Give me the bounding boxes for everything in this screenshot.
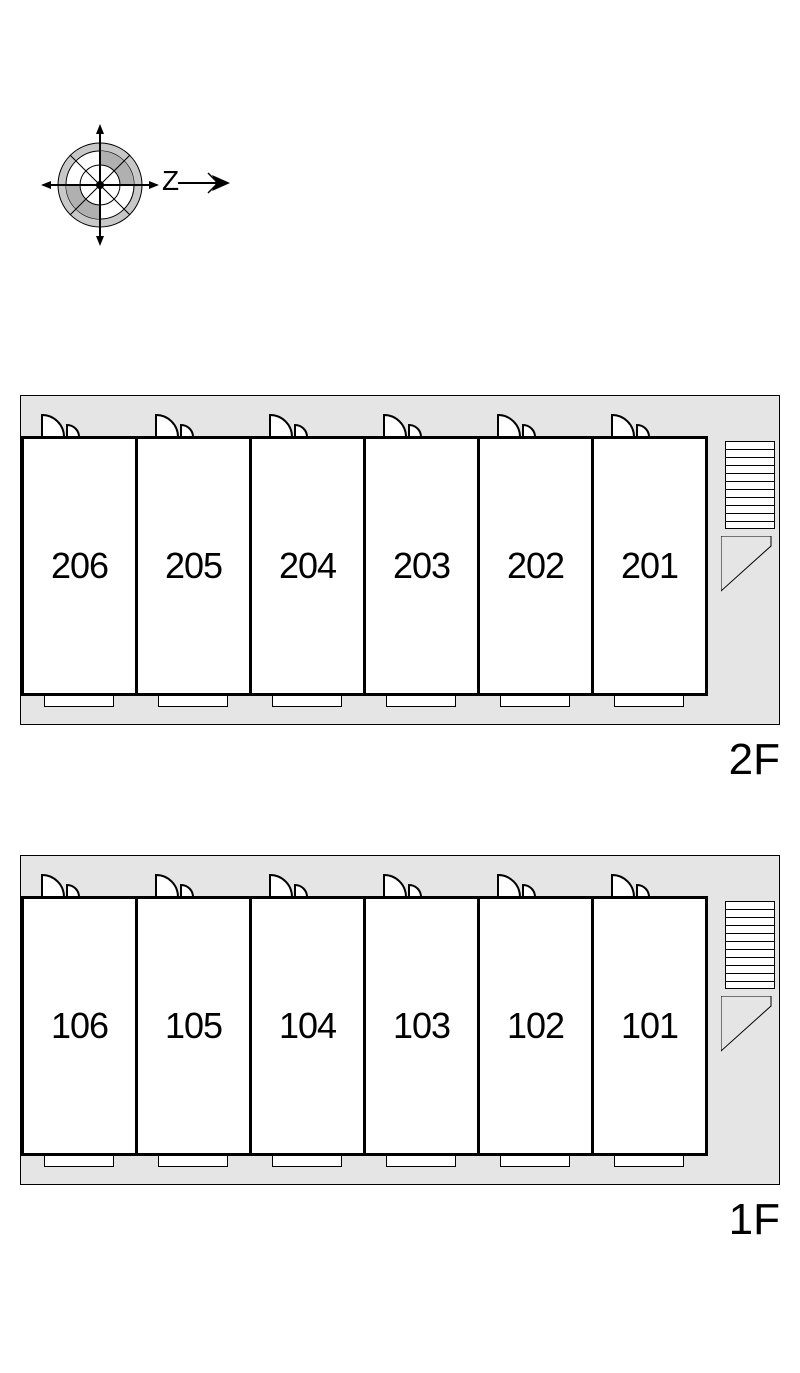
balcony bbox=[44, 1155, 114, 1167]
stairs-icon bbox=[725, 901, 775, 996]
compass-label: Z bbox=[162, 165, 179, 196]
unit-label: 204 bbox=[279, 545, 336, 587]
balcony bbox=[272, 1155, 342, 1167]
stair-landing-icon bbox=[721, 996, 775, 1056]
unit-label: 205 bbox=[165, 545, 222, 587]
stair-landing-icon bbox=[721, 536, 775, 596]
unit-label: 203 bbox=[393, 545, 450, 587]
compass: Z bbox=[40, 120, 240, 255]
unit-206: 206 bbox=[21, 436, 138, 696]
balcony bbox=[158, 1155, 228, 1167]
door-icon bbox=[39, 869, 89, 899]
unit-102: 102 bbox=[477, 896, 594, 1156]
door-icon bbox=[495, 409, 545, 439]
unit-105: 105 bbox=[135, 896, 252, 1156]
floor-1-units: 106 105 104 103 102 bbox=[21, 896, 708, 1156]
unit-201: 201 bbox=[591, 436, 708, 696]
unit-label: 104 bbox=[279, 1005, 336, 1047]
unit-205: 205 bbox=[135, 436, 252, 696]
floor-1-outline: 106 105 104 103 102 bbox=[20, 855, 780, 1185]
door-icon bbox=[267, 409, 317, 439]
unit-204: 204 bbox=[249, 436, 366, 696]
balcony bbox=[500, 695, 570, 707]
door-icon bbox=[267, 869, 317, 899]
balcony bbox=[158, 695, 228, 707]
floor-1-label: 1F bbox=[729, 1195, 780, 1245]
balcony bbox=[386, 1155, 456, 1167]
unit-106: 106 bbox=[21, 896, 138, 1156]
unit-103: 103 bbox=[363, 896, 480, 1156]
floor-1-container: 106 105 104 103 102 bbox=[20, 855, 780, 1185]
stairs-icon bbox=[725, 441, 775, 536]
unit-label: 106 bbox=[51, 1005, 108, 1047]
balcony bbox=[500, 1155, 570, 1167]
unit-label: 105 bbox=[165, 1005, 222, 1047]
balcony bbox=[44, 695, 114, 707]
door-icon bbox=[381, 869, 431, 899]
unit-104: 104 bbox=[249, 896, 366, 1156]
balcony bbox=[614, 695, 684, 707]
door-icon bbox=[39, 409, 89, 439]
unit-203: 203 bbox=[363, 436, 480, 696]
door-icon bbox=[381, 409, 431, 439]
unit-202: 202 bbox=[477, 436, 594, 696]
unit-label: 101 bbox=[621, 1005, 678, 1047]
unit-label: 202 bbox=[507, 545, 564, 587]
door-icon bbox=[153, 869, 203, 899]
balcony bbox=[272, 695, 342, 707]
floor-2-units: 206 205 204 203 202 bbox=[21, 436, 708, 696]
unit-label: 206 bbox=[51, 545, 108, 587]
door-icon bbox=[153, 409, 203, 439]
floor-2-container: 206 205 204 203 202 bbox=[20, 395, 780, 725]
floor-2-label: 2F bbox=[729, 735, 780, 785]
balcony bbox=[386, 695, 456, 707]
balcony bbox=[614, 1155, 684, 1167]
door-icon bbox=[609, 869, 659, 899]
unit-label: 102 bbox=[507, 1005, 564, 1047]
door-icon bbox=[495, 869, 545, 899]
unit-101: 101 bbox=[591, 896, 708, 1156]
unit-label: 103 bbox=[393, 1005, 450, 1047]
floor-2-outline: 206 205 204 203 202 bbox=[20, 395, 780, 725]
door-icon bbox=[609, 409, 659, 439]
unit-label: 201 bbox=[621, 545, 678, 587]
